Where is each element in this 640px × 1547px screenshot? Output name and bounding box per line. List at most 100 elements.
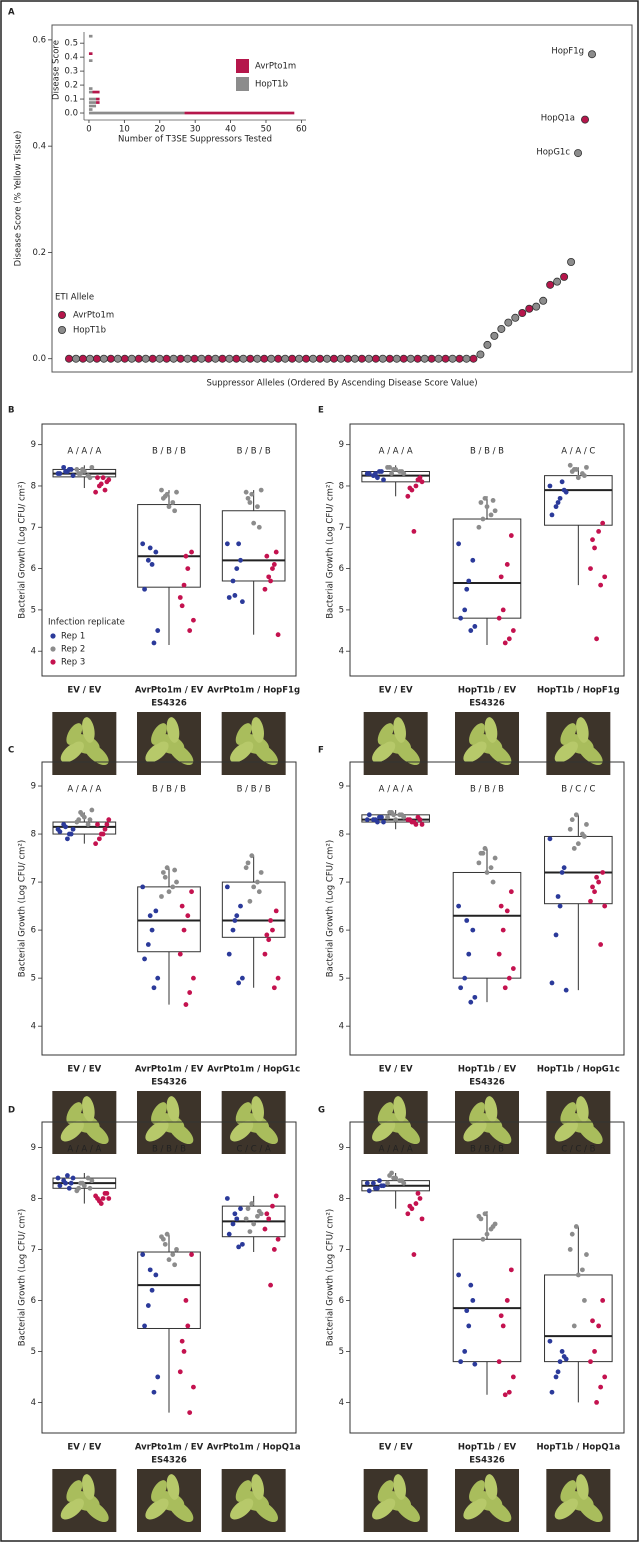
point <box>89 807 95 813</box>
significance-letters: B / B / B <box>470 785 504 795</box>
point <box>502 985 508 991</box>
box <box>137 886 201 953</box>
point <box>510 628 516 633</box>
point <box>588 1359 593 1365</box>
y-tick-label: 7 <box>31 1245 36 1255</box>
point <box>230 927 236 933</box>
point <box>594 1400 599 1405</box>
point <box>480 1236 486 1242</box>
plant-leaf <box>377 723 394 745</box>
point <box>504 562 510 567</box>
y-tick-label: 7 <box>339 1245 344 1255</box>
x-tick-label: EV / EV <box>67 686 101 696</box>
point <box>500 927 506 933</box>
legend-title: Infection replicate <box>48 618 125 628</box>
point <box>179 603 185 609</box>
point <box>594 636 599 642</box>
point <box>247 1229 253 1235</box>
point <box>413 483 419 489</box>
point <box>498 1313 504 1319</box>
significance-letters: A / A / A <box>379 1145 413 1155</box>
point <box>187 628 193 633</box>
point <box>155 354 164 363</box>
plant-leaf <box>554 741 578 763</box>
point <box>189 549 194 555</box>
y-axis-label: Bacterial Growth (Log CFU/ cm²) <box>326 481 336 618</box>
annotation: HopQ1a <box>541 114 575 124</box>
plant-leaf <box>151 1480 167 1502</box>
point <box>498 574 504 580</box>
plant-leaf <box>395 1499 421 1523</box>
y-axis-label: Bacterial Growth (Log CFU/ cm²) <box>18 481 28 618</box>
point <box>504 1298 510 1303</box>
point <box>393 1175 399 1181</box>
point <box>584 1252 589 1257</box>
x-tick-label: HopT1b / EV <box>458 1065 517 1075</box>
point <box>230 1221 236 1227</box>
point <box>399 469 405 474</box>
point <box>189 1252 194 1257</box>
point <box>407 817 413 823</box>
legend-marker <box>58 310 67 319</box>
plant-leaf <box>393 717 406 743</box>
point <box>275 632 281 638</box>
point <box>490 1224 496 1229</box>
legend-title: ETI Allele <box>55 293 94 303</box>
point <box>153 908 159 914</box>
point <box>246 354 255 363</box>
point <box>160 870 166 875</box>
point <box>559 870 565 875</box>
point <box>547 836 553 842</box>
point <box>232 593 238 598</box>
point <box>232 918 238 923</box>
plant-leaf <box>560 1102 577 1124</box>
point <box>234 913 240 919</box>
x-tick-label: 40 <box>225 125 236 135</box>
point <box>417 1196 423 1201</box>
point <box>571 846 577 851</box>
point <box>181 582 187 588</box>
point <box>243 489 249 495</box>
point <box>549 980 555 986</box>
point <box>271 1247 277 1252</box>
point <box>476 860 482 866</box>
plant-leaf <box>577 1121 603 1145</box>
point <box>87 475 93 481</box>
y-tick-label: 5 <box>339 605 344 615</box>
point <box>232 354 241 363</box>
point <box>456 1272 462 1278</box>
point <box>236 1244 242 1250</box>
point <box>57 471 63 476</box>
point <box>70 826 76 832</box>
point <box>226 951 232 957</box>
point <box>226 595 232 600</box>
point <box>496 951 502 957</box>
y-tick-label: 0.0 <box>64 109 78 119</box>
plant-leaf <box>393 1474 406 1500</box>
point <box>164 1231 170 1237</box>
point <box>539 296 548 305</box>
point <box>155 1374 161 1380</box>
x-tick-label: HopT1b / EV <box>458 1443 517 1453</box>
point <box>567 462 573 468</box>
point <box>600 1298 606 1303</box>
point <box>378 354 387 363</box>
point <box>590 1318 595 1324</box>
point <box>258 870 264 875</box>
box <box>221 881 286 938</box>
point <box>65 354 74 363</box>
plot-frame <box>41 423 297 677</box>
point <box>270 927 275 933</box>
significance-letters: A / A / A <box>379 447 413 457</box>
point <box>563 489 569 495</box>
point <box>262 586 268 592</box>
point <box>456 541 462 547</box>
point <box>592 1349 597 1354</box>
point <box>153 1272 159 1278</box>
point <box>571 1323 577 1329</box>
point <box>149 562 155 567</box>
legend-label: Rep 2 <box>61 645 85 655</box>
point <box>472 1361 478 1367</box>
point <box>249 491 255 497</box>
point <box>185 566 191 571</box>
